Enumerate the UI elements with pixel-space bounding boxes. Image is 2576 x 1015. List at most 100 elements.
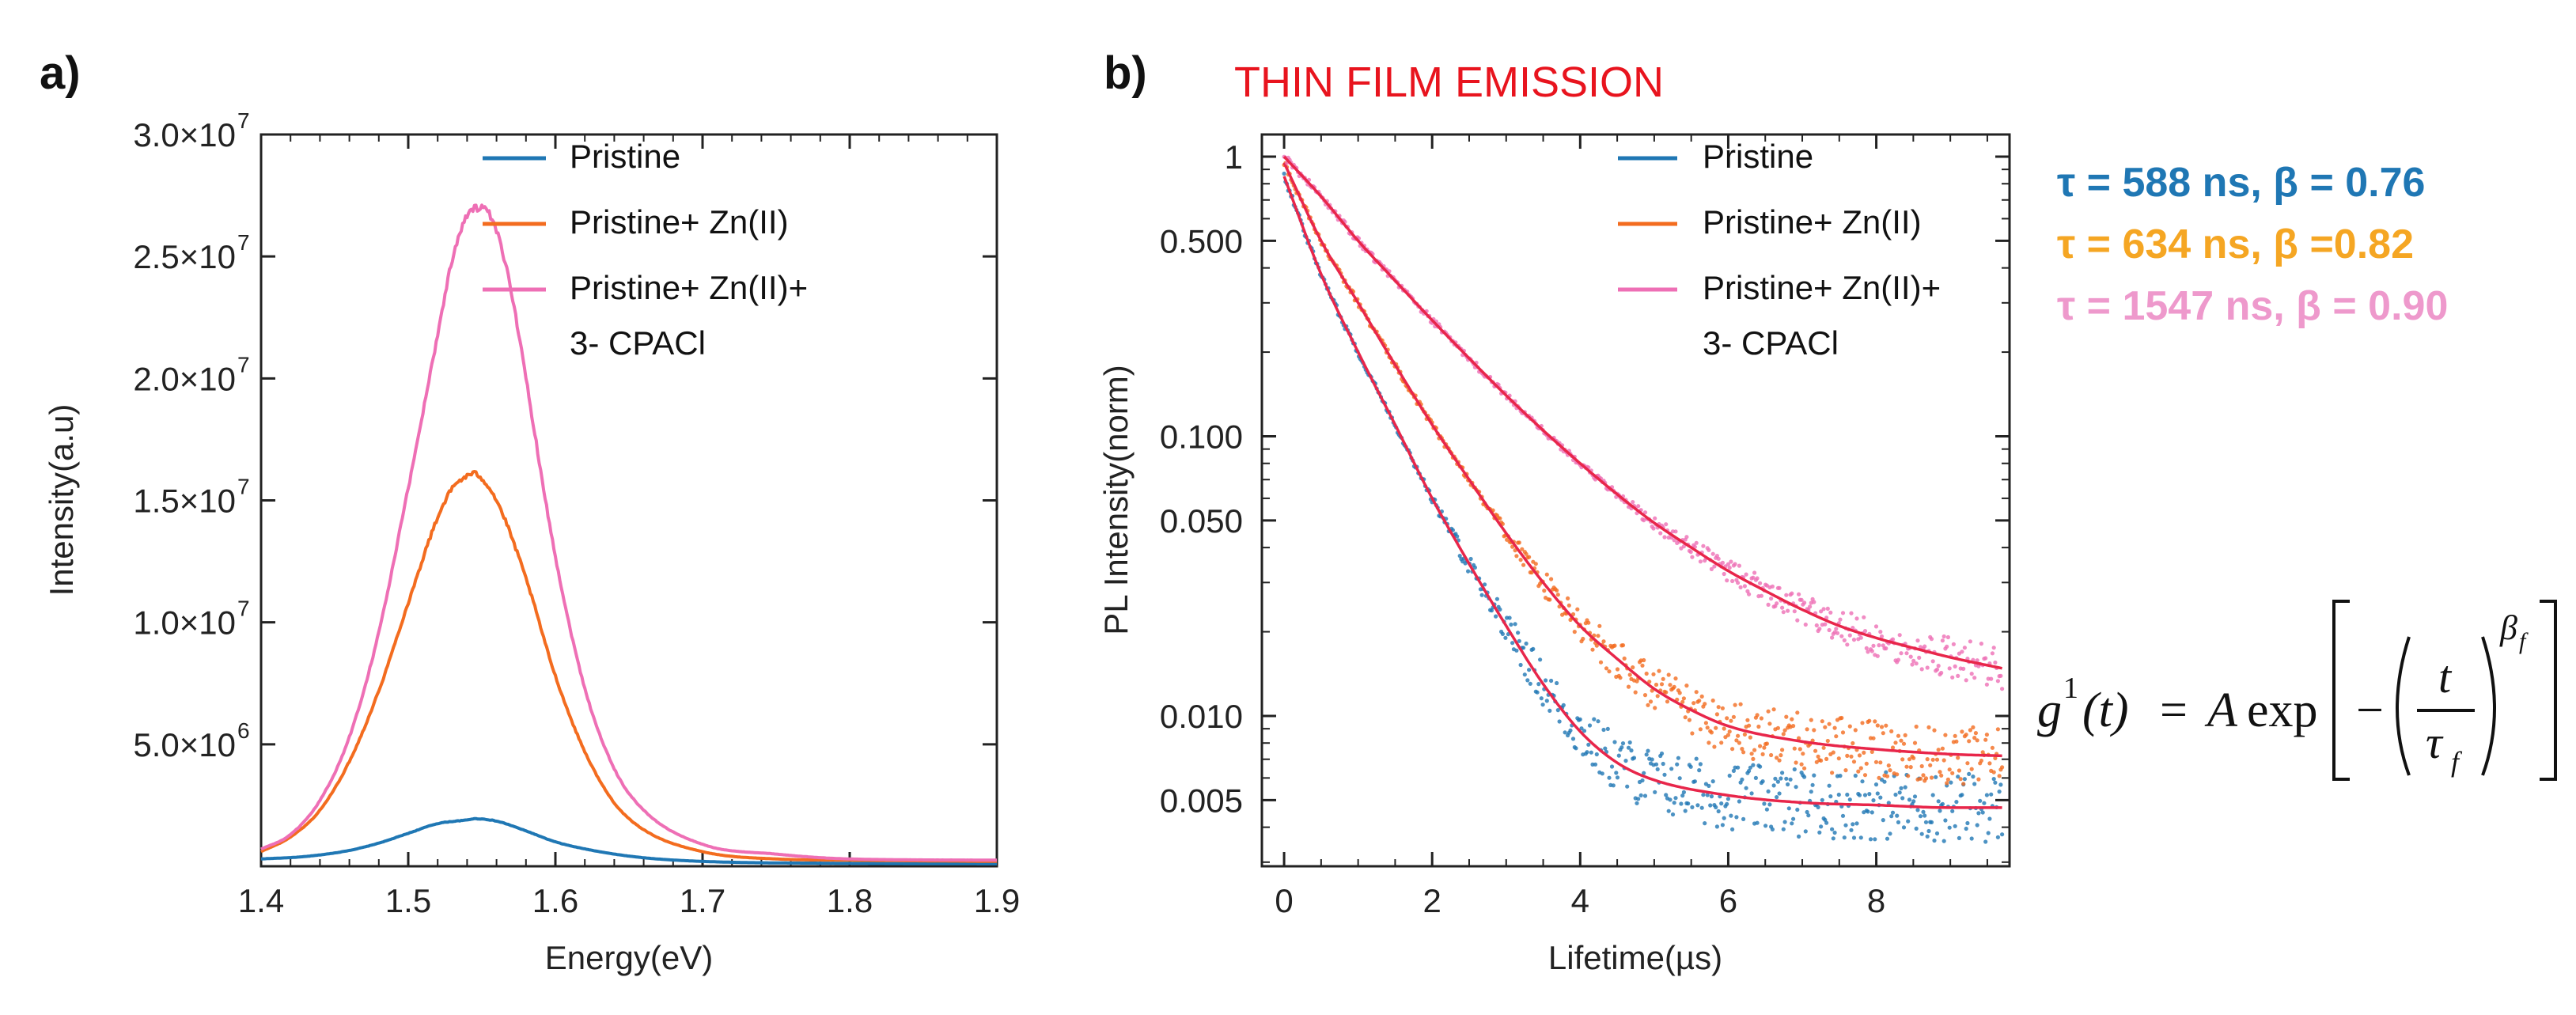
panel-b-point (1636, 504, 1641, 509)
panel-b-point (1729, 813, 1733, 818)
panel-b-point (1895, 772, 1900, 777)
panel-b-point (1688, 764, 1693, 769)
panel-b-point (1972, 736, 1977, 740)
panel-a-y-tick-exponent: 7 (237, 597, 250, 621)
panel-b-y-tick-label: 0.010 (1160, 698, 1243, 735)
panel-b-point (1915, 808, 1920, 812)
panel-a-legend: Pristine Pristine+ Zn(II) Pristine+ Zn(II)… (483, 138, 808, 362)
panel-b-point (1673, 676, 1678, 681)
panel-b-point (1823, 725, 1828, 729)
panel-b-point (1638, 793, 1643, 798)
panel-b-point (1707, 740, 1711, 745)
panel-a-y-tick-exponent: 7 (237, 352, 250, 377)
panel-b-point (1990, 651, 1995, 656)
panel-b-point (1681, 790, 1686, 795)
panel-b-point (1949, 780, 1953, 785)
panel-b-point (1820, 797, 1824, 802)
panel-b-point (1527, 555, 1532, 559)
panel-b-point (1888, 831, 1892, 836)
panel-b-point (1968, 639, 1972, 644)
panel-b-point (1851, 822, 1855, 827)
panel-b-point (1777, 758, 1782, 763)
panel-b-point (1703, 821, 1707, 826)
panel-b-point (1979, 642, 1983, 646)
panel-b-point (1697, 699, 1702, 703)
panel-b-point (1918, 814, 1923, 819)
panel-b-point (1930, 793, 1935, 797)
panel-b-point (1642, 693, 1648, 698)
panel-b-point (1957, 768, 1961, 773)
panel-b-point (1680, 793, 1685, 798)
panel-b-point (1759, 593, 1763, 598)
panel-b-point (1914, 724, 1919, 729)
panel-b-point (1915, 638, 1920, 643)
panel-b-point (1857, 753, 1862, 758)
panel-a-chart: 1.4 1.5 1.6 1.7 1.8 1.9 5.0×10 61.0×10 71.5×10 7… (43, 108, 1020, 976)
panel-b-point (1636, 797, 1641, 801)
panel-b-point (1866, 809, 1870, 814)
panel-b-point (1903, 733, 1907, 738)
fit-result-zn-cpacl: τ = 1547 ns, β = 0.90 (2057, 283, 2448, 329)
panel-b-legend-label-1: Pristine+ Zn(II) (1703, 203, 1922, 240)
panel-b-point (1614, 771, 1619, 775)
panel-a-y-axis-label: Intensity(a.u) (43, 404, 80, 597)
panel-b-point (1653, 706, 1657, 710)
panel-b-point (1864, 646, 1869, 651)
panel-b-point (1594, 643, 1599, 648)
panel-b-point (1489, 608, 1494, 613)
panel-b-point (1615, 775, 1620, 780)
panel-a-x-axis-label: Energy(eV) (545, 939, 713, 976)
panel-b-point (1596, 634, 1601, 638)
panel-b-point (1856, 769, 1861, 774)
panel-b-point (1692, 779, 1697, 784)
panel-a-x-tick-label: 1.7 (680, 882, 725, 919)
panel-b-point (1969, 836, 1974, 841)
panel-b-point (1965, 761, 1970, 766)
panel-b-point (1831, 750, 1835, 755)
panel-b-point (1587, 723, 1593, 728)
panel-b-point (1670, 812, 1676, 817)
panel-b-point (1836, 792, 1841, 797)
panel-b-point (1801, 752, 1805, 756)
panel-b-x-tick-label: 0 (1275, 882, 1293, 919)
panel-b-point (1827, 627, 1832, 633)
panel-b-point (1752, 748, 1757, 752)
panel-b-point (1540, 703, 1545, 707)
panel-b-point (1925, 757, 1930, 762)
panel-b-point (1720, 823, 1725, 828)
eq-denominator-tau: τ (2426, 717, 2444, 768)
panel-b-point (1834, 734, 1839, 739)
panel-b-point (1518, 558, 1523, 562)
panel-b-point (1788, 777, 1793, 782)
panel-b-point (1684, 535, 1689, 540)
panel-b-point (1690, 731, 1695, 736)
panel-b-point (1983, 656, 1988, 661)
panel-b-point (2000, 832, 2005, 837)
panel-b-point (1771, 707, 1776, 712)
panel-b-chart: 0 2 4 6 8 1 0.500 0.100 0.050 0.010 0.005 Pristin… (1097, 133, 2011, 976)
panel-b-point (1600, 771, 1604, 776)
panel-b-point (1873, 624, 1879, 629)
panel-b-point (1760, 752, 1765, 757)
panel-b-point (1867, 792, 1872, 797)
panel-b-point (1976, 811, 1981, 816)
panel-b-point (1784, 714, 1789, 719)
panel-b-point (1906, 774, 1911, 778)
panel-b-point (1719, 801, 1724, 806)
panel-b-point (1677, 776, 1682, 781)
panel-b-point (1563, 730, 1567, 735)
panel-b-point (1903, 785, 1907, 790)
panel-b-fit-line-0 (1282, 176, 2002, 809)
panel-b-point (1549, 577, 1554, 581)
panel-b-point (1544, 572, 1549, 577)
panel-b-point (1524, 641, 1529, 646)
panel-b-point (1939, 670, 1944, 676)
eq-beta-subscript: f (2519, 628, 2529, 654)
panel-b-point (1888, 768, 1892, 773)
panel-b-point (1923, 776, 1929, 781)
panel-a-series-line-0 (260, 816, 998, 865)
eq-argument: (t) (2082, 684, 2129, 737)
panel-b-point (1831, 836, 1835, 841)
panel-b-point (1710, 551, 1715, 556)
panel-b-point (1780, 771, 1785, 775)
